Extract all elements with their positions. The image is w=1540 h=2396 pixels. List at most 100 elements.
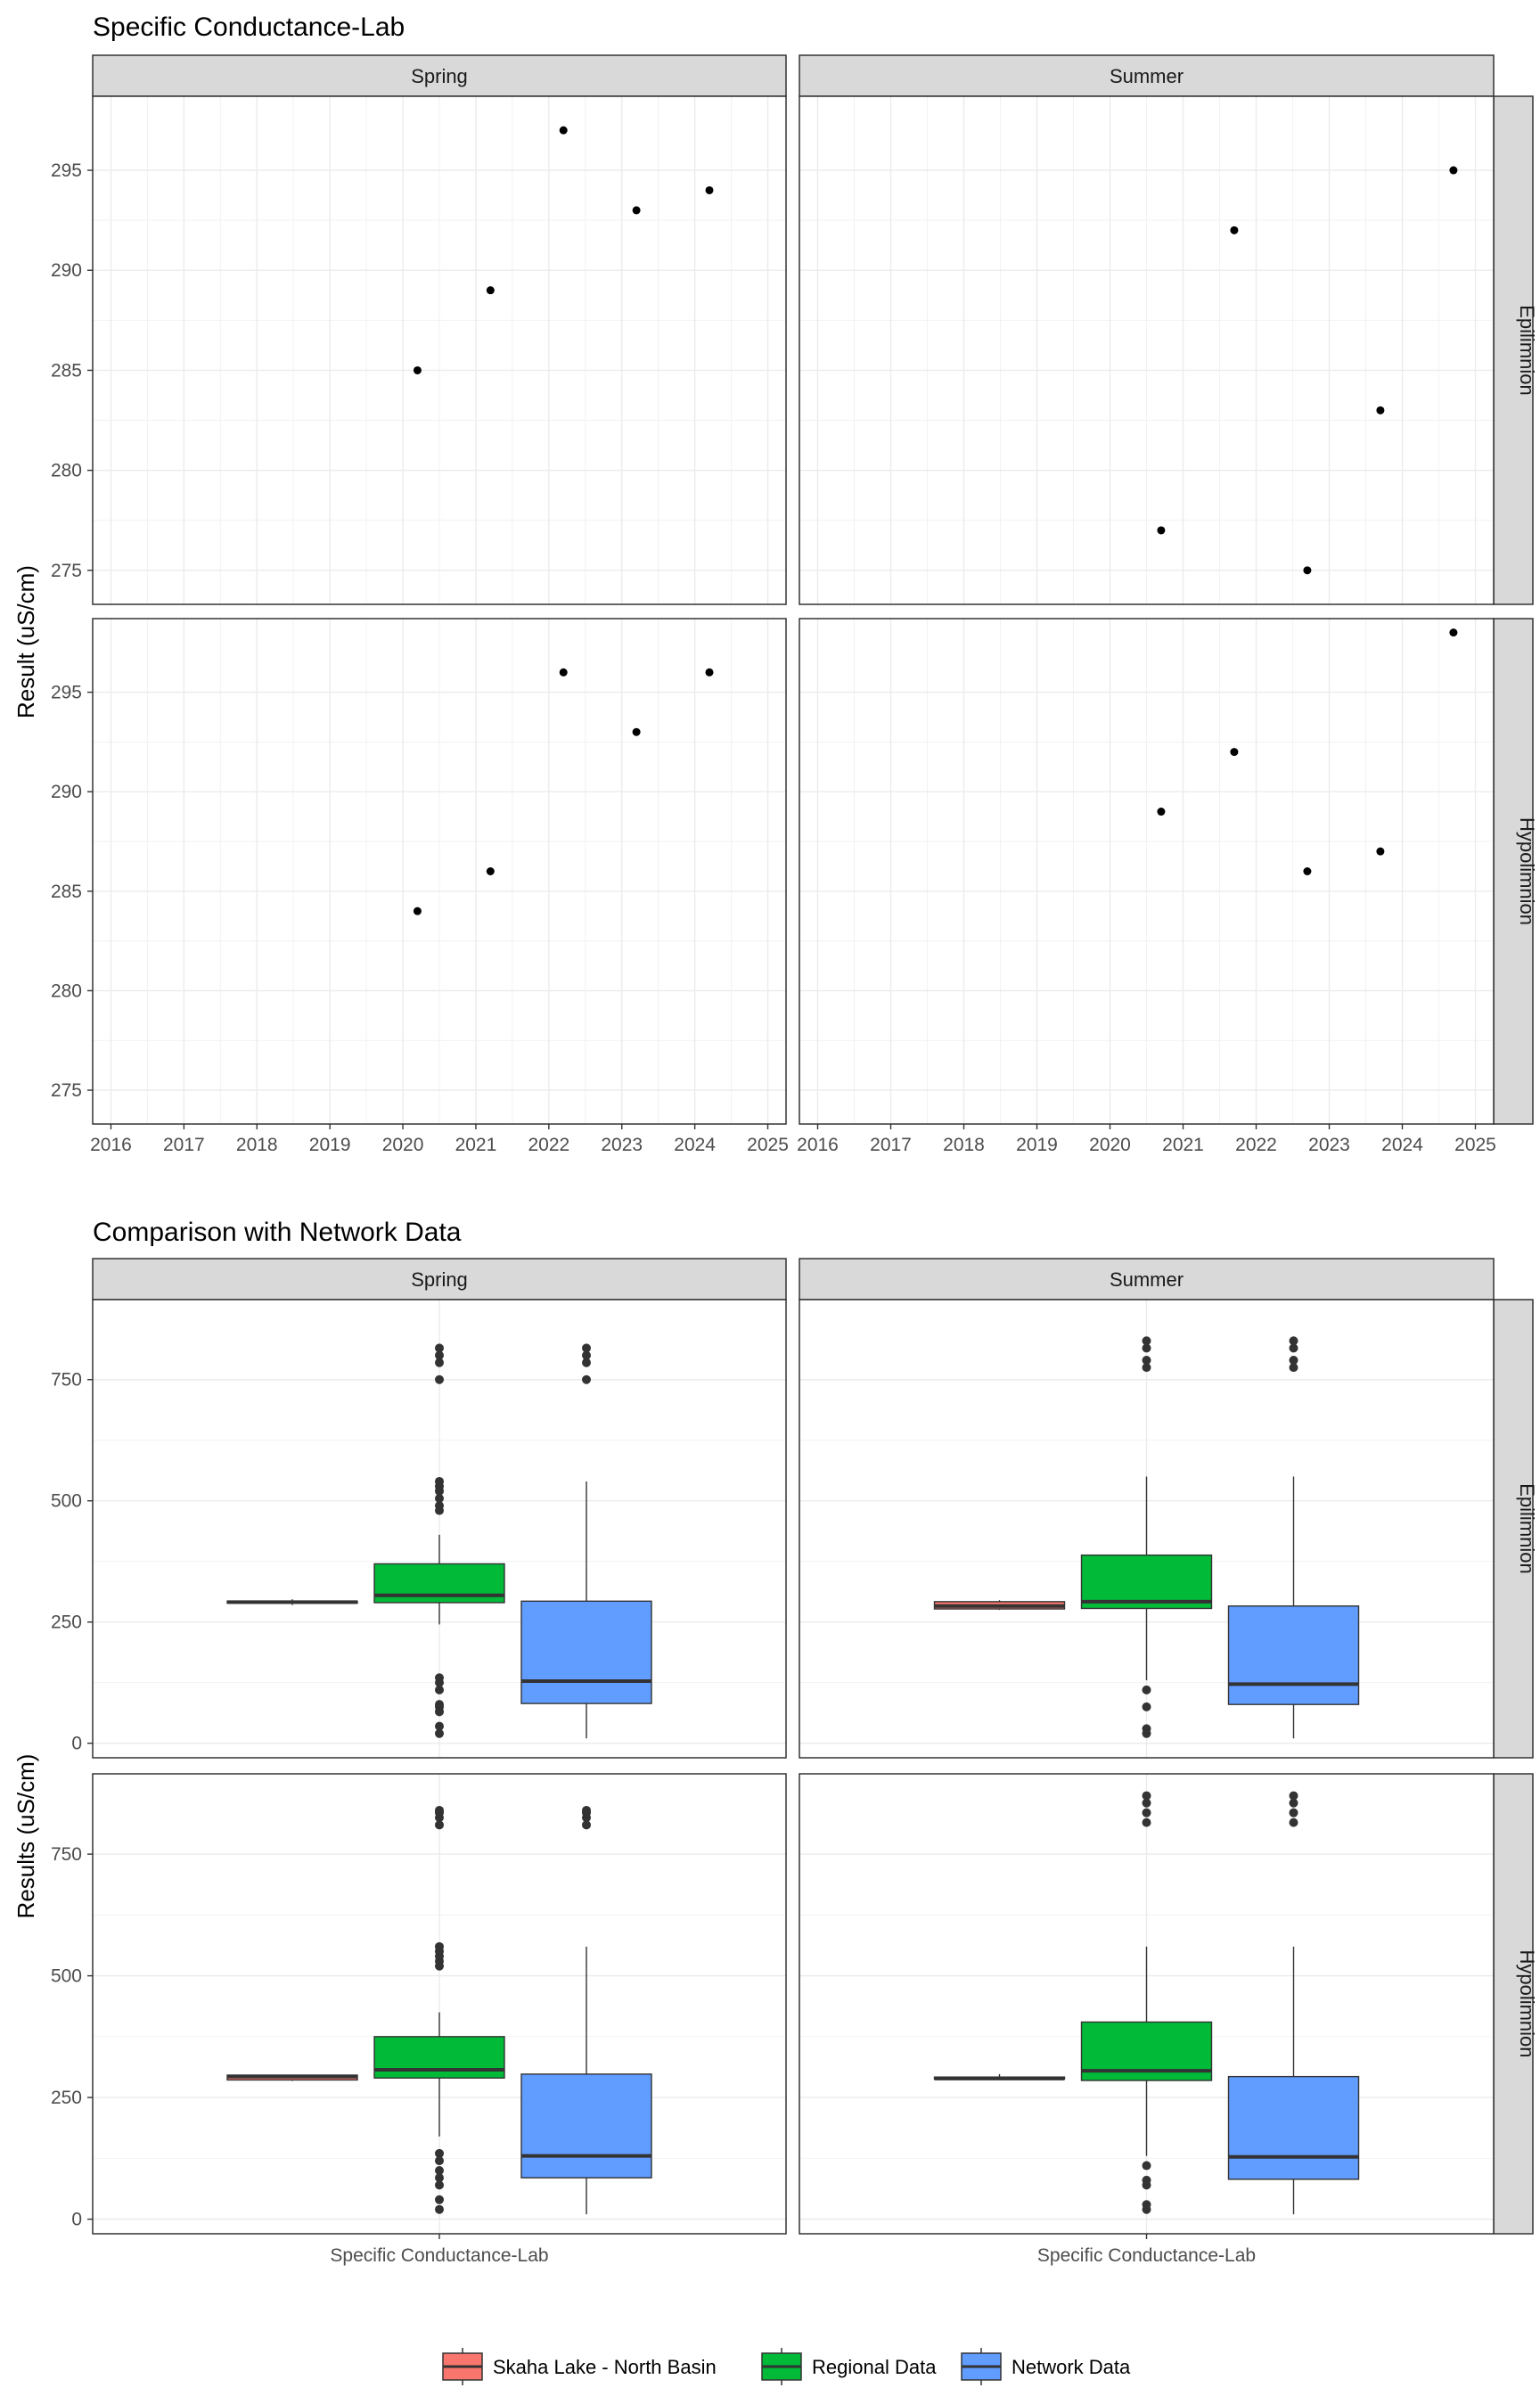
boxplot-y-tick-label: 750: [51, 1370, 82, 1391]
scatter-hypolimnion-spring-point: [559, 668, 568, 677]
scatter-x-tick-label: 2024: [674, 1135, 716, 1155]
boxplot-y-tick-label: 500: [51, 1966, 82, 1987]
boxplot-epilimnion-summer-network-outlier: [1289, 1336, 1298, 1346]
boxplot-strip-row-label-hypolimnion: Hypolimnion: [1516, 1949, 1538, 2057]
scatter-hypolimnion-summer-point: [1449, 628, 1458, 637]
boxplot-title: Comparison with Network Data: [93, 1218, 462, 1247]
scatter-x-tick-label: 2022: [1235, 1135, 1277, 1155]
boxplot-hypolimnion-spring-regional-outlier: [435, 1941, 444, 1951]
scatter-x-tick-label: 2024: [1381, 1135, 1423, 1155]
boxplot-epilimnion-spring-regional-outlier: [435, 1685, 444, 1694]
boxplot-hypolimnion-spring-network-outlier: [582, 1820, 591, 1830]
boxplot-hypolimnion-summer-network-outlier: [1289, 1818, 1298, 1827]
scatter-x-tick-label: 2018: [236, 1135, 278, 1155]
scatter-x-tick-label: 2023: [1308, 1135, 1350, 1155]
scatter-hypolimnion-summer-point: [1303, 867, 1312, 875]
boxplot-epilimnion-spring-regional-outlier: [435, 1374, 444, 1384]
boxplot-hypolimnion-spring-regional-outlier: [435, 2148, 444, 2158]
legend-label-skaha: Skaha Lake - North Basin: [493, 2356, 717, 2378]
boxplot-strip-col-label-spring: Spring: [411, 1268, 468, 1291]
scatter-epilimnion-spring-point: [559, 126, 568, 135]
scatter-epilimnion-summer-border: [799, 95, 1495, 605]
boxplot-epilimnion-summer-border: [799, 1299, 1495, 1759]
boxplot-hypolimnion-spring-regional-box: [373, 2036, 505, 2079]
scatter-epilimnion-spring-border: [92, 95, 787, 605]
boxplot-epilimnion-spring-regional-outlier: [435, 1721, 444, 1731]
boxplot-epilimnion-summer-network-box: [1227, 1605, 1360, 1705]
boxplot-epilimnion-summer-panel: [799, 1299, 1495, 1759]
scatter-epilimnion-spring-point: [486, 286, 495, 295]
boxplot-epilimnion-summer-regional-outlier: [1142, 1363, 1151, 1373]
boxplot-hypolimnion-spring-regional-outlier: [435, 2166, 444, 2176]
boxplot-hypolimnion-summer-regional-outlier: [1142, 2161, 1151, 2170]
scatter-x-tick-label: 2016: [797, 1135, 839, 1155]
scatter-strip-col-spring: [92, 54, 787, 97]
boxplot-epilimnion-spring-network-outlier: [582, 1343, 591, 1353]
boxplot-epilimnion-spring-regional-outlier: [435, 1343, 444, 1353]
scatter-hypolimnion-spring-panel: [92, 618, 787, 1125]
boxplot-epilimnion-summer-network-outlier: [1289, 1355, 1298, 1365]
scatter-epilimnion-spring-point: [413, 365, 422, 374]
scatter-epilimnion-spring-point: [705, 185, 714, 194]
boxplot-epilimnion-spring-network-box: [520, 1600, 652, 1704]
boxplot-epilimnion-spring-regional-outlier: [435, 1358, 444, 1367]
boxplot-x-tick-label: Specific Conductance-Lab: [330, 2245, 548, 2266]
scatter-x-tick-label: 2022: [528, 1135, 569, 1155]
scatter-x-tick-label: 2019: [309, 1135, 351, 1155]
boxplot-epilimnion-summer-network-outlier: [1289, 1343, 1298, 1353]
boxplot-y-tick-label: 0: [71, 1734, 82, 1754]
boxplot-y-tick-label: 0: [71, 2210, 82, 2230]
scatter-y-tick-label: 280: [51, 981, 82, 1001]
boxplot-hypolimnion-spring-network-outlier: [582, 1805, 591, 1815]
boxplot-epilimnion-spring-regional-outlier: [435, 1350, 444, 1360]
boxplot-epilimnion-spring-regional-outlier: [435, 1476, 444, 1486]
legend-item-regional: Regional Data: [761, 2348, 937, 2385]
scatter-strip-row-epilimnion: [1493, 95, 1534, 605]
boxplot-y-tick-label: 250: [51, 2088, 82, 2108]
scatter-y-tick-label: 285: [51, 360, 82, 381]
scatter-strip-row-label-epilimnion: Epilimnion: [1516, 305, 1538, 396]
boxplot-hypolimnion-spring-regional-outlier: [435, 2173, 444, 2183]
boxplot-hypolimnion-summer-regional-outlier: [1142, 1798, 1151, 1808]
scatter-hypolimnion-spring-point: [705, 668, 714, 677]
boxplot-epilimnion-spring-network-outlier: [582, 1358, 591, 1367]
scatter-strip-row-hypolimnion: [1493, 618, 1534, 1125]
scatter-hypolimnion-summer-border: [799, 618, 1495, 1125]
scatter-strip-row-label-hypolimnion: Hypolimnion: [1516, 817, 1538, 925]
boxplot-y-axis-label: Results (uS/cm): [12, 1754, 39, 1919]
boxplot-hypolimnion-summer-regional-outlier: [1142, 2175, 1151, 2185]
boxplot-epilimnion-summer-regional-outlier: [1142, 1685, 1151, 1694]
boxplot-epilimnion-summer-regional-outlier: [1142, 1702, 1151, 1711]
scatter-strip-col-summer: [799, 54, 1495, 97]
boxplot-hypolimnion-summer-regional-outlier: [1142, 1808, 1151, 1818]
scatter-y-tick-label: 275: [51, 1080, 82, 1101]
scatter-hypolimnion-spring-border: [92, 618, 787, 1125]
boxplot-figure: Comparison with Network Data Results (uS…: [12, 1218, 1538, 2266]
scatter-panels: Spring Summer Epilimnion Hypolimnion 275 280 2…: [51, 54, 1538, 1155]
boxplot-hypolimnion-spring-panel: [92, 1773, 787, 2235]
boxplot-epilimnion-summer-regional-outlier: [1142, 1336, 1151, 1346]
boxplot-epilimnion-summer-network-outlier: [1289, 1363, 1298, 1373]
boxplot-epilimnion-summer-regional-box: [1080, 1554, 1213, 1610]
scatter-figure: Specific Conductance-Lab Result (uS/cm) …: [12, 12, 1538, 1155]
boxplot-hypolimnion-spring-regional-outlier: [435, 2204, 444, 2214]
scatter-x-tick-label: 2020: [1089, 1135, 1131, 1155]
scatter-y-tick-label: 285: [51, 882, 82, 902]
scatter-epilimnion-summer-panel: [799, 95, 1495, 605]
scatter-hypolimnion-summer-point: [1157, 808, 1166, 816]
scatter-x-tick-label: 2017: [163, 1135, 205, 1155]
boxplot-epilimnion-spring-panel: [92, 1299, 787, 1759]
boxplot-hypolimnion-spring-regional-outlier: [435, 1805, 444, 1815]
scatter-x-tick-label: 2025: [747, 1135, 789, 1155]
scatter-strip-col-label-summer: Summer: [1110, 65, 1184, 87]
boxplot-y-tick-label: 250: [51, 1612, 82, 1633]
boxplot-x-tick-label: Specific Conductance-Lab: [1037, 2245, 1256, 2266]
scatter-epilimnion-summer-point: [1449, 166, 1458, 175]
scatter-y-tick-label: 275: [51, 561, 82, 581]
scatter-hypolimnion-spring-point: [632, 727, 641, 736]
scatter-x-tick-label: 2019: [1016, 1135, 1058, 1155]
scatter-x-tick-label: 2023: [601, 1135, 643, 1155]
boxplot-hypolimnion-summer-panel: [799, 1773, 1495, 2235]
scatter-epilimnion-spring-point: [632, 206, 641, 215]
scatter-x-tick-label: 2021: [1162, 1135, 1204, 1155]
